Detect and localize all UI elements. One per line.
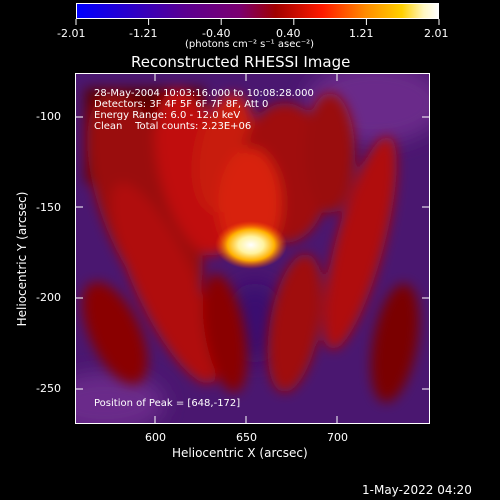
colorbar-units: (photons cm⁻² s⁻¹ asec⁻²): [185, 39, 315, 50]
plot-title: Reconstructed RHESSI Image: [131, 53, 351, 71]
y-tick-label: -150: [36, 201, 61, 214]
colorbar-tick-label: 0.40: [276, 27, 301, 40]
rhessi-image: [75, 73, 430, 424]
x-axis-label: Heliocentric X (arcsec): [172, 446, 308, 460]
x-tick-label: 650: [236, 431, 257, 444]
colorbar-tick-label: 1.21: [349, 27, 374, 40]
colorbar: [76, 3, 439, 19]
x-tick-label: 600: [145, 431, 166, 444]
y-tick-label: -250: [36, 382, 61, 395]
y-tick-label: -100: [36, 110, 61, 123]
colorbar-tick-label: 2.01: [424, 27, 449, 40]
colorbar-tick-label: -2.01: [57, 27, 86, 40]
info-line-energy: Energy Range: 6.0 - 12.0 keV: [94, 110, 241, 121]
peak-position-label: Position of Peak = [648,-172]: [94, 398, 241, 409]
y-tick-label: -200: [36, 291, 61, 304]
y-axis-label: Heliocentric Y (arcsec): [15, 191, 29, 327]
colorbar-tick-label: -1.21: [129, 27, 158, 40]
x-tick-label: 700: [327, 431, 348, 444]
info-line-detectors: Detectors: 3F 4F 5F 6F 7F 8F, Att 0: [94, 99, 269, 110]
info-line-time: 28-May-2004 10:03:16.000 to 10:08:28.000: [94, 88, 314, 99]
info-line-counts: Clean Total counts: 2.23E+06: [94, 121, 252, 132]
colorbar-tick-label: -0.40: [202, 27, 231, 40]
colorbar-ticks: [75, 19, 440, 25]
timestamp: 1-May-2022 04:20: [362, 483, 472, 497]
